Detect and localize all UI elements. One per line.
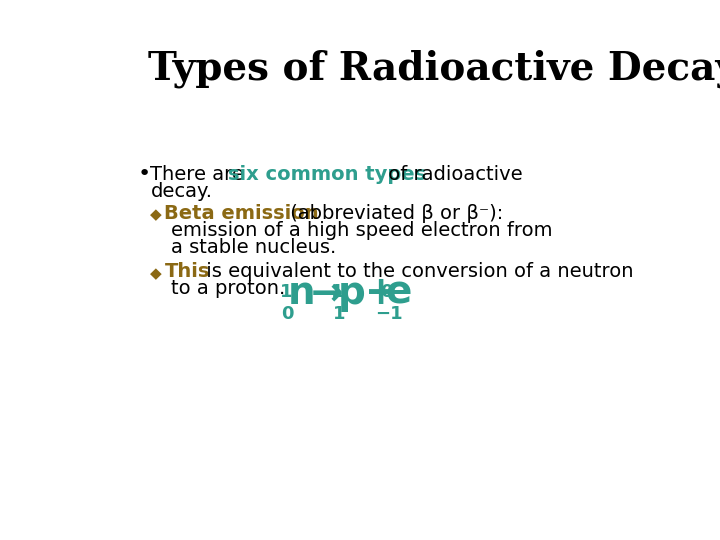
Text: decay.: decay. [150,182,212,201]
Text: ◆: ◆ [150,208,162,222]
Text: a stable nucleus.: a stable nucleus. [171,238,336,256]
Text: emission of a high speed electron from: emission of a high speed electron from [171,220,552,240]
Text: Types of Radioactive Decay: Types of Radioactive Decay [148,49,720,88]
Text: 1: 1 [333,305,346,323]
Text: 0: 0 [282,305,294,323]
Text: 1: 1 [331,283,343,301]
Text: six common types: six common types [228,165,426,184]
Text: n: n [287,274,315,312]
Text: −1: −1 [375,305,402,323]
Text: p+: p+ [338,274,398,312]
Text: is equivalent to the conversion of a neutron: is equivalent to the conversion of a neu… [199,262,633,281]
Text: to a proton.: to a proton. [171,279,285,298]
Text: →: → [310,274,343,312]
Text: •: • [138,164,151,184]
Text: Beta emission: Beta emission [164,204,319,222]
Text: There are: There are [150,165,251,184]
Text: of radioactive: of radioactive [382,165,522,184]
Text: 1: 1 [280,283,292,301]
Text: e: e [386,274,413,312]
Text: ◆: ◆ [150,266,162,281]
Text: (abbreviated β or β⁻):: (abbreviated β or β⁻): [284,204,503,222]
Text: This: This [164,262,210,281]
Text: 0: 0 [379,283,392,301]
